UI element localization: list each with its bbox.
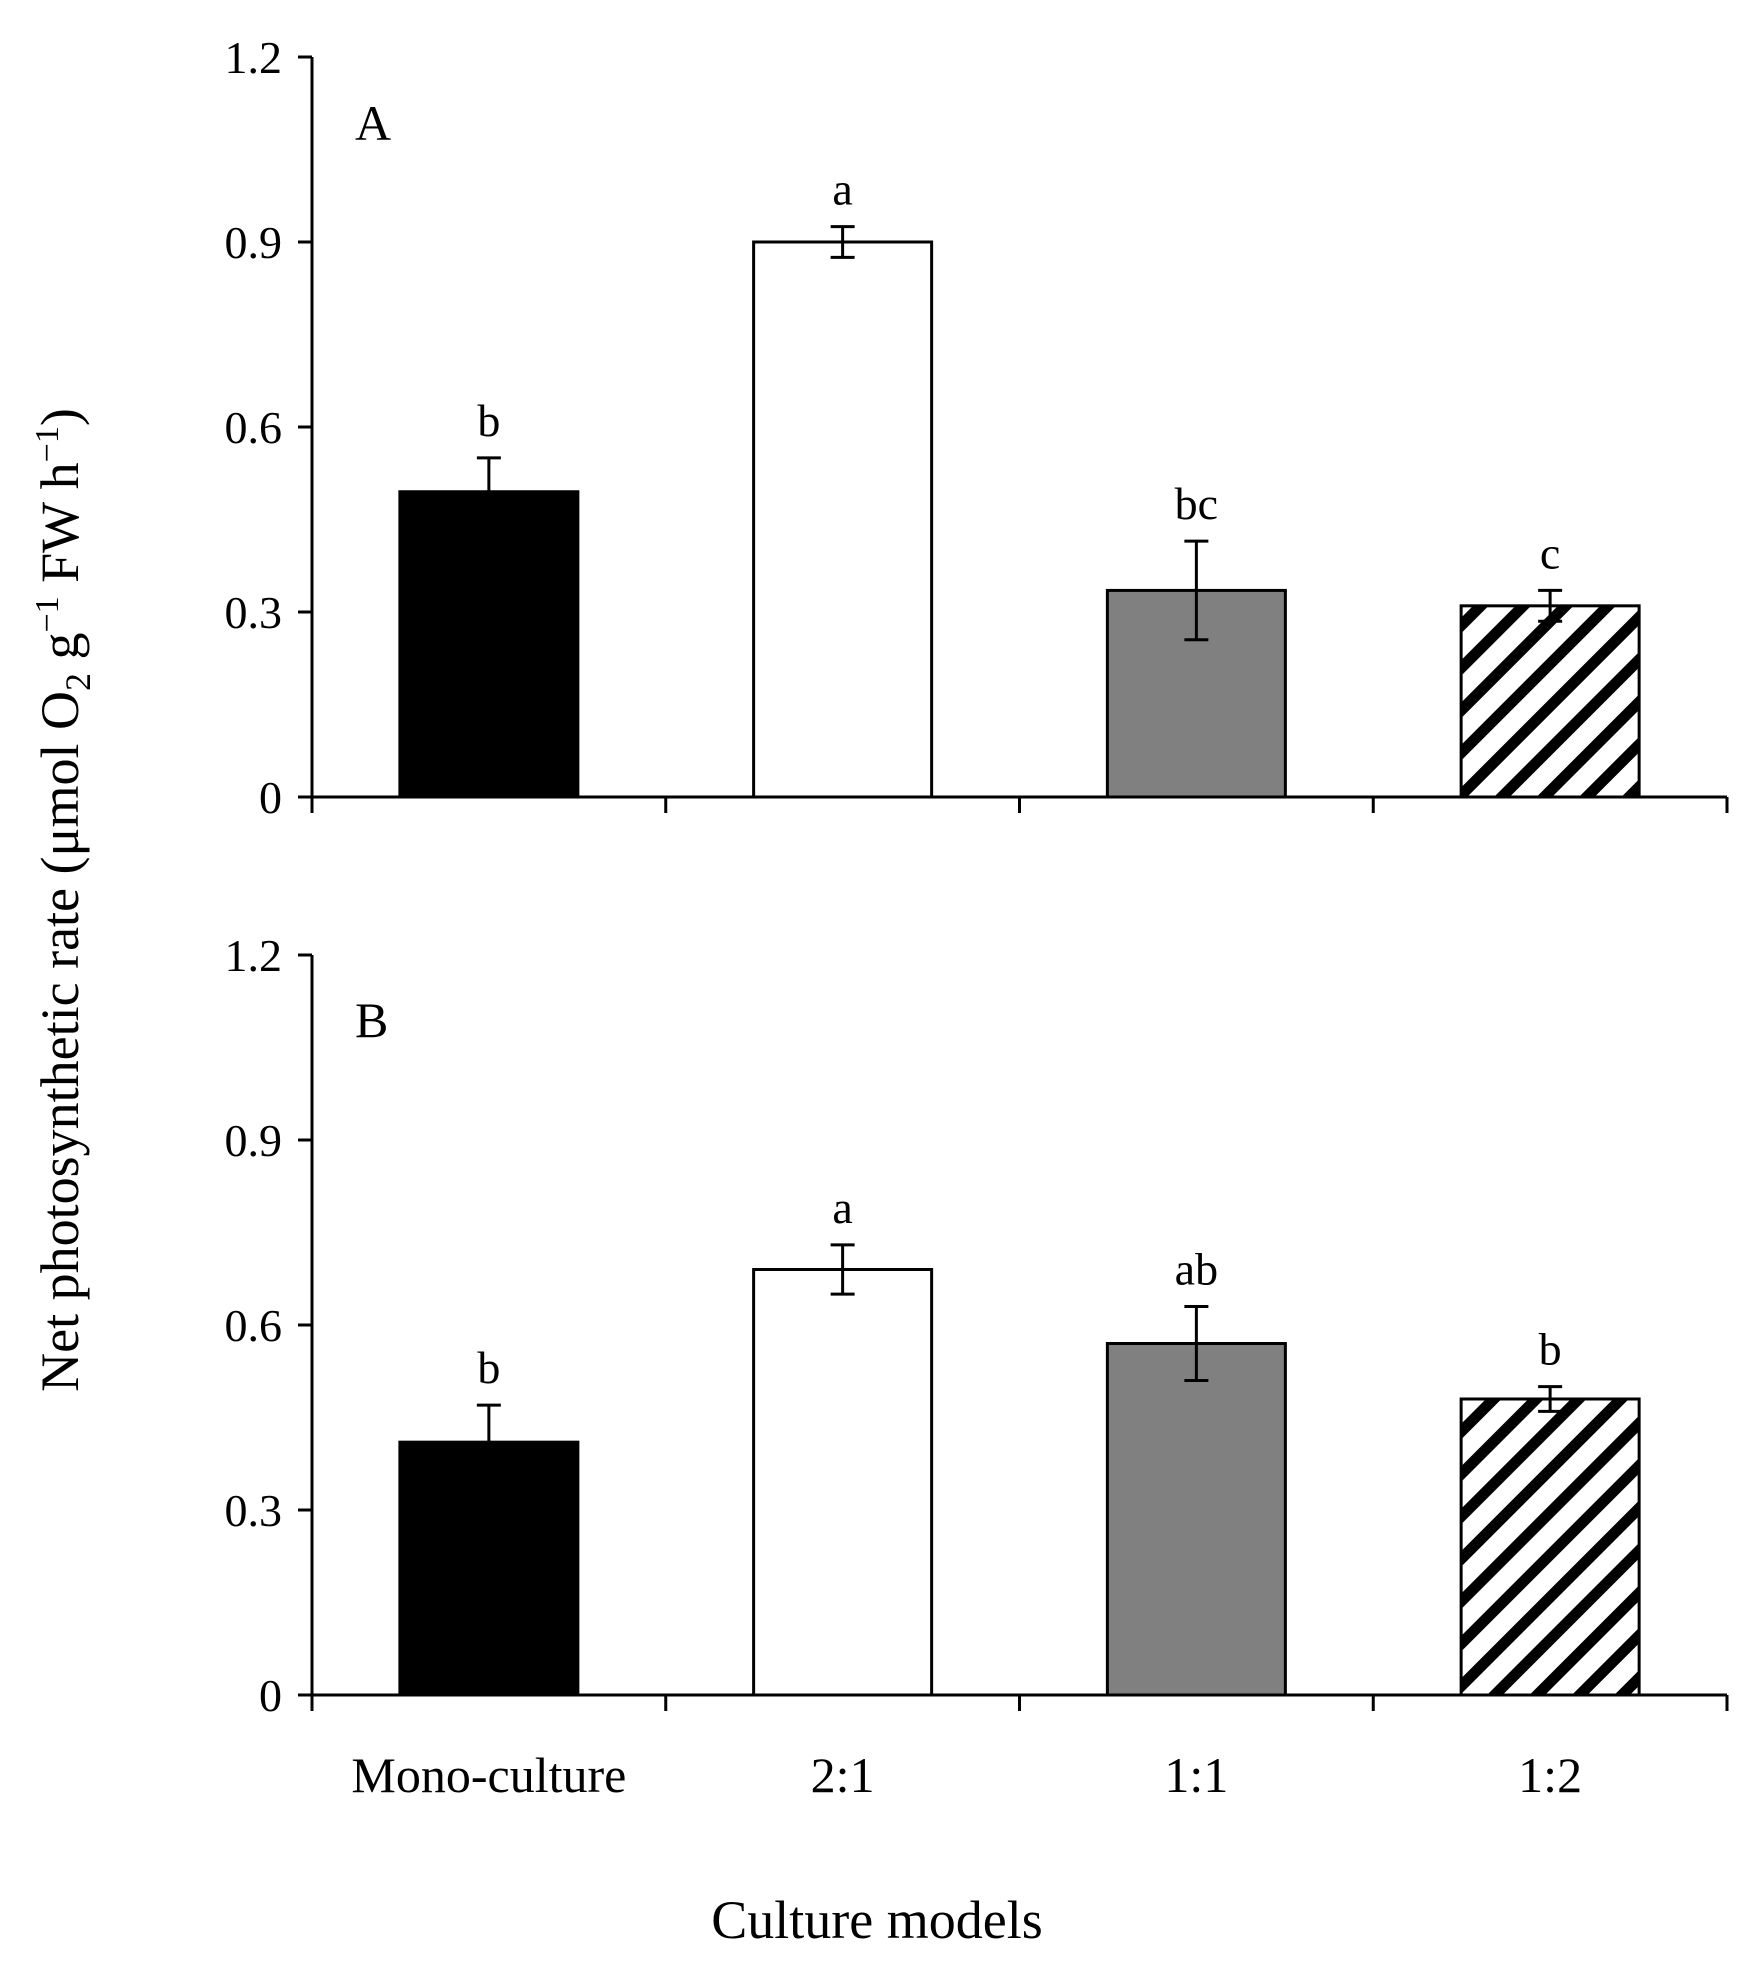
x-category-label-3: 1:2 — [1518, 1747, 1582, 1803]
panel-a-bar-0 — [398, 490, 580, 799]
panel-b-y-tick-label-2: 0.6 — [225, 1300, 283, 1351]
y-axis-title-sup1: −1 — [29, 596, 66, 632]
panel-b-y-tick-label-4: 1.2 — [225, 930, 283, 981]
panel-b-error-bar-0 — [476, 1403, 501, 1481]
panel-b-error-bars — [476, 1243, 1563, 1481]
panel-a-significance-1: a — [832, 164, 852, 215]
panel-a-error-bar-3 — [1538, 588, 1563, 623]
x-category-label-0: Mono-culture — [351, 1747, 626, 1803]
panel-a-bars — [398, 240, 1641, 799]
panel-a-error-bar-2 — [1184, 539, 1209, 642]
y-axis-title: Net photosynthetic rate (μmol O2 g−1 FW … — [29, 408, 98, 1392]
panel-b-y-tick-label-1: 0.3 — [225, 1485, 283, 1536]
panel-b-y-tick-label-0: 0 — [259, 1670, 282, 1721]
x-axis-title: Culture models — [711, 1890, 1042, 1950]
panel-a-y-ticks: 0 0.3 0.6 0.9 1.2 — [225, 32, 312, 823]
panel-b-bar-0 — [398, 1440, 580, 1697]
panel-b-significance-labels: b a ab b — [477, 1182, 1561, 1393]
panel-b-bar-3 — [1459, 1397, 1641, 1697]
panel-a: b a bc c 0 0.3 0.6 0.9 1.2 A — [225, 32, 1729, 823]
panel-a-error-bars — [476, 225, 1563, 642]
panel-b-significance-2: ab — [1175, 1244, 1218, 1295]
panel-b-error-bar-1 — [830, 1243, 855, 1296]
panel-b-bar-1 — [752, 1268, 934, 1697]
panel-b-bars — [398, 1268, 1641, 1697]
panel-b: b a ab b 0 0.3 0.6 0.9 1.2 B — [225, 930, 1729, 1721]
panel-a-error-bar-1 — [830, 225, 855, 259]
y-axis-title-mid: g — [30, 633, 90, 674]
panel-a-label: A — [355, 95, 391, 151]
y-axis-title-mid2: FW h — [30, 462, 90, 596]
x-category-labels: Mono-culture 2:1 1:1 1:2 — [351, 1747, 1582, 1803]
x-category-label-2: 1:1 — [1164, 1747, 1228, 1803]
panel-a-y-tick-label-3: 0.9 — [225, 217, 283, 268]
panel-a-significance-labels: b a bc c — [477, 164, 1560, 579]
panel-a-y-tick-label-4: 1.2 — [225, 32, 283, 83]
panel-a-error-bar-0 — [476, 456, 501, 528]
panel-b-error-bar-2 — [1184, 1305, 1209, 1382]
y-axis-title-end: ) — [30, 408, 90, 426]
panel-b-label: B — [355, 992, 388, 1048]
panel-a-y-tick-label-0: 0 — [259, 772, 282, 823]
panel-a-bar-1 — [752, 240, 934, 799]
panel-b-error-bar-3 — [1538, 1385, 1563, 1413]
panel-a-significance-2: bc — [1175, 478, 1218, 529]
panel-a-bar-3 — [1459, 604, 1641, 799]
panel-a-y-tick-label-1: 0.3 — [225, 587, 283, 638]
y-axis-title-main: Net photosynthetic rate (μmol O — [30, 691, 90, 1392]
panel-a-significance-3: c — [1540, 527, 1560, 578]
panel-a-significance-0: b — [477, 395, 500, 446]
x-category-label-1: 2:1 — [811, 1747, 875, 1803]
y-axis-title-sup2: −1 — [29, 426, 66, 462]
panel-b-bar-2 — [1105, 1342, 1287, 1697]
y-axis-title-sub: 2 — [58, 673, 98, 691]
panel-b-significance-0: b — [477, 1342, 500, 1393]
panel-a-y-tick-label-2: 0.6 — [225, 402, 283, 453]
panel-b-y-ticks: 0 0.3 0.6 0.9 1.2 — [225, 930, 312, 1721]
panel-b-significance-3: b — [1539, 1324, 1562, 1375]
panel-b-significance-1: a — [832, 1182, 852, 1233]
panel-b-y-tick-label-3: 0.9 — [225, 1115, 283, 1166]
